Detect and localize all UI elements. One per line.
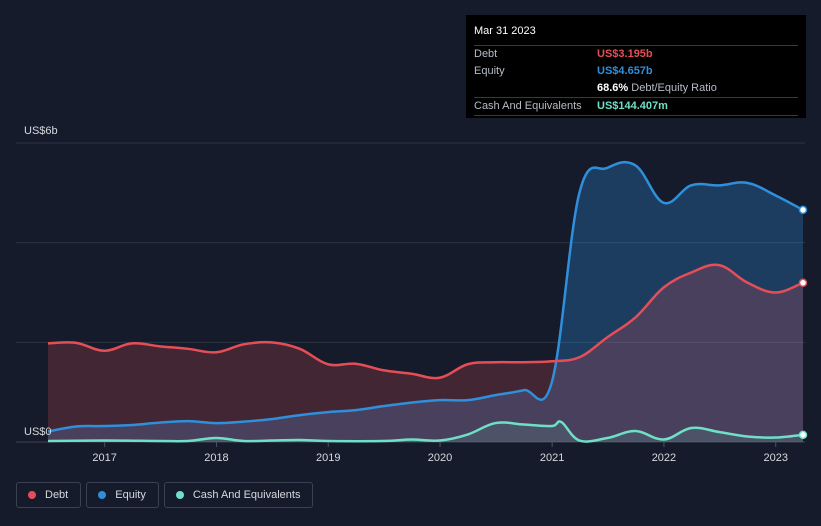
tooltip-value-ratio: 68.6% <box>597 82 629 94</box>
end-marker-cash[interactable] <box>798 430 808 440</box>
legend-item-equity[interactable]: Equity <box>86 482 159 508</box>
tooltip-row-cash: Cash And Equivalents US$144.407m <box>474 97 798 115</box>
y-axis-bottom-label: US$0 <box>24 426 52 438</box>
x-tick-label: 2020 <box>428 452 452 464</box>
line-cash <box>47 420 804 443</box>
end-marker-debt[interactable] <box>798 278 808 288</box>
tooltip-label-cash: Cash And Equivalents <box>474 100 582 112</box>
x-tick-label: 2021 <box>540 452 564 464</box>
area-debt <box>48 264 803 442</box>
series-lines <box>47 160 804 443</box>
line-equity <box>47 160 804 433</box>
tooltip-value-cash: US$144.407m <box>597 100 668 112</box>
tooltip-value-debt: US$3.195b <box>597 48 653 60</box>
area-equity <box>48 162 803 442</box>
tooltip-row-ratio: 68.6% Debt/Equity Ratio <box>474 80 798 97</box>
tooltip-date: Mar 31 2023 <box>474 25 536 37</box>
y-axis-top-label: US$6b <box>24 125 58 137</box>
tooltip-row-debt: Debt US$3.195b <box>474 45 798 63</box>
legend-label-cash: Cash And Equivalents <box>192 489 301 501</box>
x-tick-label: 2018 <box>204 452 228 464</box>
data-tooltip: Mar 31 2023 Debt US$3.195b Equity US$4.6… <box>466 15 806 118</box>
tooltip-bottom-divider <box>474 115 798 133</box>
tooltip-row-equity: Equity US$4.657b <box>474 63 798 80</box>
legend-dot-cash <box>175 491 184 499</box>
x-tick-label: 2017 <box>92 452 116 464</box>
legend-item-cash[interactable]: Cash And Equivalents <box>163 482 314 508</box>
legend-label-equity: Equity <box>115 489 146 501</box>
legend-item-debt[interactable]: Debt <box>16 482 82 508</box>
end-marker-equity[interactable] <box>798 205 808 215</box>
tooltip-ratio-group: 68.6% Debt/Equity Ratio <box>597 80 717 97</box>
legend-dot-debt <box>28 491 36 499</box>
x-tick-label: 2022 <box>652 452 676 464</box>
tooltip-label-equity: Equity <box>474 65 505 77</box>
tooltip-ratio-caption: Debt/Equity Ratio <box>631 82 717 94</box>
tooltip-label-ratio <box>474 80 597 97</box>
tooltip-value-equity: US$4.657b <box>597 65 653 77</box>
chart-legend: Debt Equity Cash And Equivalents <box>16 482 314 508</box>
x-axis-ticks: 2017 2018 2019 2020 2021 2022 2023 <box>92 442 788 464</box>
legend-label-debt: Debt <box>45 489 69 501</box>
tooltip-label-debt: Debt <box>474 48 498 60</box>
line-debt <box>47 263 804 380</box>
legend-dot-equity <box>98 491 107 499</box>
x-tick-label: 2023 <box>763 452 787 464</box>
x-tick-label: 2019 <box>316 452 340 464</box>
series-end-markers[interactable] <box>798 205 808 440</box>
